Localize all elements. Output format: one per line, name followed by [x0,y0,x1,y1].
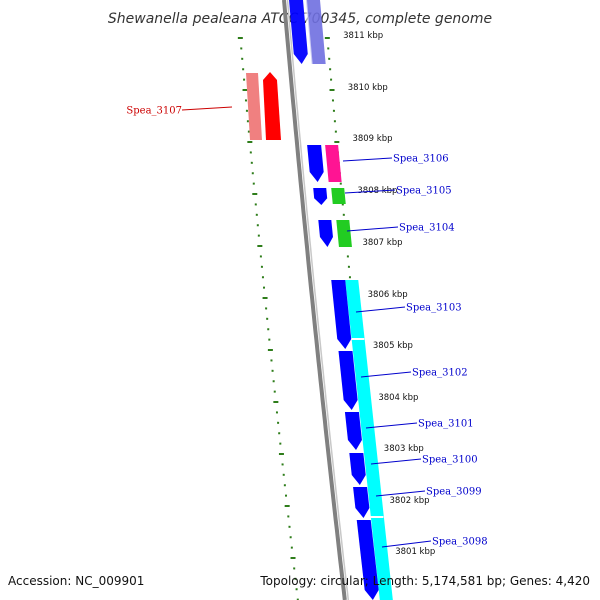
gene-labels-layer: Spea_3107 Spea_3106 Spea_3105 Spea_3104 Spea… [126,106,487,548]
gene-label: Spea_3098 [432,537,488,548]
gene-label: Spea_3105 [396,186,452,197]
accession-text: Accession: NC_009901 [8,574,145,588]
cds-track-spea-3106 [325,145,342,182]
gene-label: Spea_3099 [426,487,482,498]
genome-backbone-layer [282,0,350,600]
gene-label-leader [342,157,393,162]
gene-label: Spea_3100 [422,455,478,466]
gene-label-leader [365,422,418,429]
gene-label: Spea_3107 [126,106,182,117]
cds-forward-spea-3105 [313,188,328,205]
gene-label-leader [181,106,233,111]
cds-forward-spea-3102 [338,351,358,410]
cds-reverse-spea-3107 [263,72,281,140]
gene-label-leader [370,458,422,465]
gene-label: Spea_3106 [393,154,449,165]
cds-forward-top [289,0,308,64]
cds-forward-spea-3098 [356,520,379,600]
tick-label: 3805 kbp [373,341,413,351]
gene-label-leader [344,189,396,194]
cds-track-cyan [345,280,393,600]
tick-label: 3807 kbp [362,238,402,248]
tick-label: 3810 kbp [348,83,388,93]
tick-label: 3809 kbp [352,134,392,144]
cds-forward-spea-3100 [349,453,366,485]
cds-reverse-spea-3107-light [246,73,262,140]
tick-label: 3803 kbp [384,444,424,454]
gene-label-leader [355,306,406,313]
gene-label-leader [375,490,426,497]
genome-backbone [282,0,347,600]
cds-track-spea-3104 [336,220,352,247]
track-gap [304,0,313,64]
cds-forward-spea-3104 [318,220,333,247]
tick-label: 3802 kbp [390,496,430,506]
feature-tracks-layer [246,0,393,600]
tick-label: 3811 kbp [343,31,383,41]
gene-label: Spea_3102 [412,368,468,379]
cds-forward-spea-3106 [307,145,324,182]
cds-forward-spea-3103 [331,280,352,349]
cds-forward-spea-3099 [353,487,370,518]
tick-label: 3804 kbp [378,393,418,403]
tick-label: 3801 kbp [395,547,435,557]
cds-forward-spea-3101 [344,412,362,450]
tick-label: 3806 kbp [368,290,408,300]
cds-track-spea-3105 [331,188,346,204]
genome-summary-text: Topology: circular; Length: 5,174,581 bp… [260,574,590,588]
gene-label: Spea_3104 [399,223,455,234]
backbone-shadow [286,0,350,600]
gene-label: Spea_3103 [406,303,462,314]
gene-label-leader [346,226,399,232]
gene-label-leader [381,540,432,548]
gene-label-leader [360,371,412,378]
inner-tick-ring [237,37,299,600]
gene-label: Spea_3101 [418,419,474,430]
